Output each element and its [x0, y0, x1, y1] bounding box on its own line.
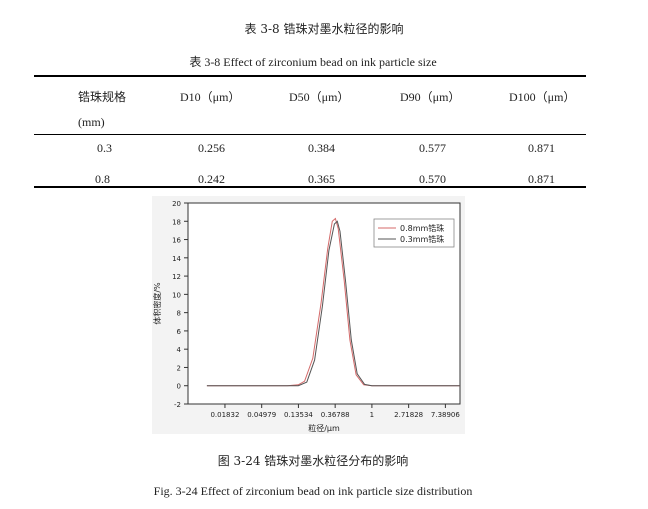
- table-header-cell: D90（μm）: [400, 90, 461, 104]
- figure-caption-en: Fig. 3-24 Effect of zirconium bead on in…: [153, 484, 473, 498]
- table-header-cell: D10（μm）: [180, 90, 241, 104]
- legend-label: 0.8mm锆珠: [400, 223, 444, 233]
- y-tick-label: 0: [177, 383, 181, 391]
- x-tick-label: 2.71828: [394, 411, 423, 419]
- table-cell: 0.3: [97, 141, 112, 155]
- table-cell: 0.577: [419, 141, 446, 155]
- y-tick-label: 16: [172, 237, 181, 245]
- y-tick-label: -2: [174, 401, 181, 409]
- y-tick-label: 20: [172, 200, 181, 208]
- y-tick-label: 6: [177, 328, 182, 336]
- chart-panel: -2 0 2 4 6 8 10 12 14 16 18 20 0.01832 0.04979 0.13534…: [152, 196, 465, 434]
- y-tick-label: 4: [177, 346, 182, 354]
- x-tick-label: 0.13534: [284, 411, 313, 419]
- y-tick-label: 12: [172, 273, 181, 281]
- x-tick-label: 7.38906: [431, 411, 460, 419]
- y-tick-label: 8: [177, 310, 181, 318]
- table-cell: 0.871: [528, 172, 555, 186]
- table-bottom-rule: [34, 186, 586, 188]
- table-header-cell: D100（μm）: [509, 90, 576, 104]
- x-tick-label: 0.01832: [210, 411, 239, 419]
- table-cell: 0.871: [528, 141, 555, 155]
- table-top-rule: [34, 75, 586, 77]
- table-cell: 0.570: [419, 172, 446, 186]
- y-tick-label: 10: [172, 291, 181, 299]
- table-caption-cn: 表 3-8 锆珠对墨水粒径的影响: [244, 22, 404, 36]
- table-cell: 0.242: [198, 172, 225, 186]
- table-cell: 0.256: [198, 141, 225, 155]
- table-header-cell: 锆珠规格: [78, 90, 127, 104]
- x-tick-label: 0.36788: [321, 411, 350, 419]
- figure-caption-cn: 图 3-24 锆珠对墨水粒径分布的影响: [217, 454, 409, 468]
- legend-box: [373, 218, 455, 248]
- y-tick-label: 14: [172, 255, 181, 263]
- x-axis-label: 粒径/μm: [308, 423, 340, 433]
- table-caption-en: 表 3-8 Effect of zirconium bead on ink pa…: [189, 55, 437, 69]
- particle-size-chart: -2 0 2 4 6 8 10 12 14 16 18 20 0.01832 0.04979 0.13534…: [152, 200, 461, 433]
- table-cell: 0.384: [308, 141, 335, 155]
- y-tick-label: 2: [177, 364, 181, 372]
- series-line-2: [206, 220, 460, 387]
- y-tick-label: 18: [172, 218, 181, 226]
- legend-label: 0.3mm锆珠: [400, 234, 444, 244]
- x-tick-label: 0.04979: [247, 411, 276, 419]
- table-header-unit: (mm): [78, 115, 105, 129]
- x-tick-label: 1: [370, 411, 374, 419]
- table-header-cell: D50（μm）: [289, 90, 350, 104]
- table-cell: 0.8: [95, 172, 110, 186]
- y-axis-label: 体积密度/%: [152, 282, 162, 325]
- table-cell: 0.365: [308, 172, 335, 186]
- table-header-rule: [34, 134, 586, 135]
